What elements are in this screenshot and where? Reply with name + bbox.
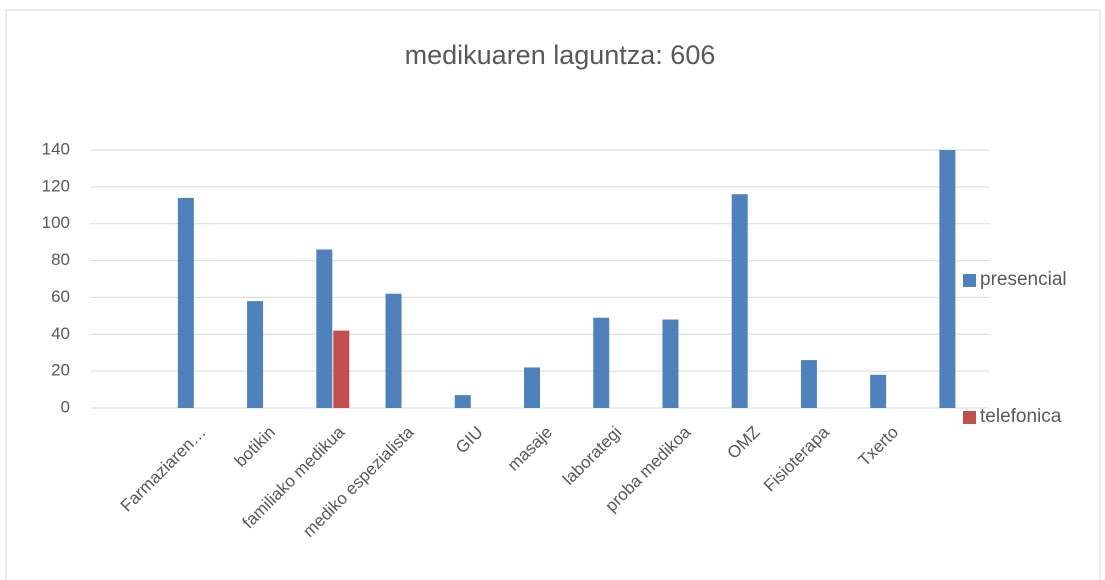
y-tick-label: 120 [42,176,70,195]
legend-swatch [963,411,976,424]
x-tick-label: GIU [452,423,487,458]
legend-label: presencial [980,269,1067,290]
x-tick-label: Txerto [855,423,903,471]
bar [870,374,887,408]
x-tick-label: Farmaziaren… [117,423,210,516]
chart-title: medikuaren laguntza: 606 [405,40,716,70]
bar [524,367,540,408]
bar [454,395,471,408]
y-tick-label: 100 [42,213,70,232]
legend-label: telefonica [980,406,1062,427]
bar [593,317,610,408]
bar [385,293,402,408]
bar [731,194,748,408]
x-tick-label: masaje [504,423,556,475]
bar [316,249,333,408]
bar [177,197,194,408]
bar [247,301,264,408]
chart-border [5,9,1101,580]
legend-item: telefonica [963,402,1083,432]
x-tick-label: OMZ [724,423,764,463]
x-tick-label: botikin [231,423,279,471]
bar [800,360,817,408]
legend-swatch [963,274,976,287]
y-tick-label: 80 [51,250,70,269]
y-tick-label: 60 [51,287,70,306]
y-tick-label: 0 [61,397,70,416]
y-tick-label: 140 [42,139,70,158]
x-tick-label: laborategi [559,423,625,489]
y-tick-label: 20 [51,361,70,380]
y-tick-label: 40 [51,324,70,343]
bar [333,330,350,408]
bar [939,150,956,408]
bar [662,319,679,408]
legend-item: presencial [963,265,1083,295]
x-tick-label: Fisioterapa [760,422,833,495]
